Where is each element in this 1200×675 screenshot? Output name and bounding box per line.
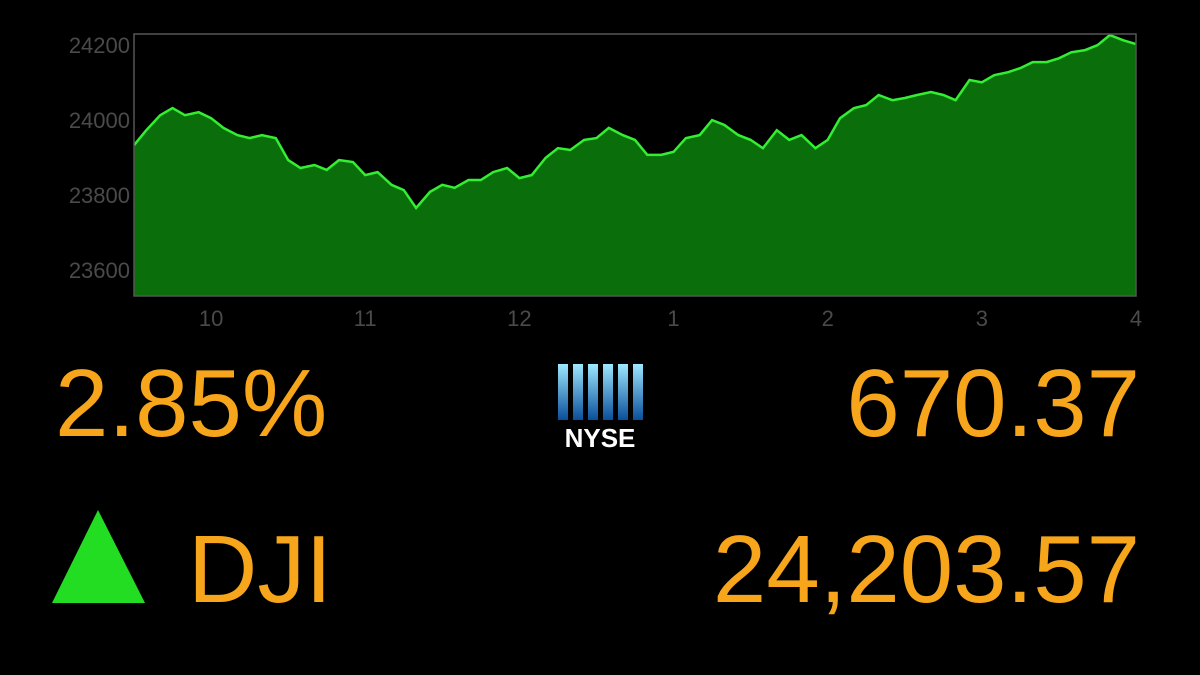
x-tick-label: 1 [667,306,679,331]
x-tick-label: 10 [199,306,223,331]
index-name: DJI [188,516,332,623]
x-tick-label: 12 [507,306,531,331]
exchange: NYSE [565,423,636,453]
points-change: 670.37 [846,350,1140,457]
plot-frame [133,33,1137,297]
price-line [133,33,1137,211]
y-tick-label: 23600 [69,258,130,283]
area-fill [134,35,1136,296]
x-tick-label: 2 [822,306,834,331]
index-level: 24,203.57 [713,516,1140,623]
x-tick-label: 11 [354,306,377,331]
x-tick-label: 3 [976,306,988,331]
change-percent: 2.85% [55,350,327,457]
y-tick-label: 24000 [69,108,130,133]
plot [133,33,1137,296]
nyse-logo: NYSE [558,364,643,453]
y-tick-label: 24200 [69,33,130,58]
up-arrow [52,510,145,603]
x-tick-label: 4 [1130,306,1142,331]
y-tick-label: 23800 [69,183,130,208]
